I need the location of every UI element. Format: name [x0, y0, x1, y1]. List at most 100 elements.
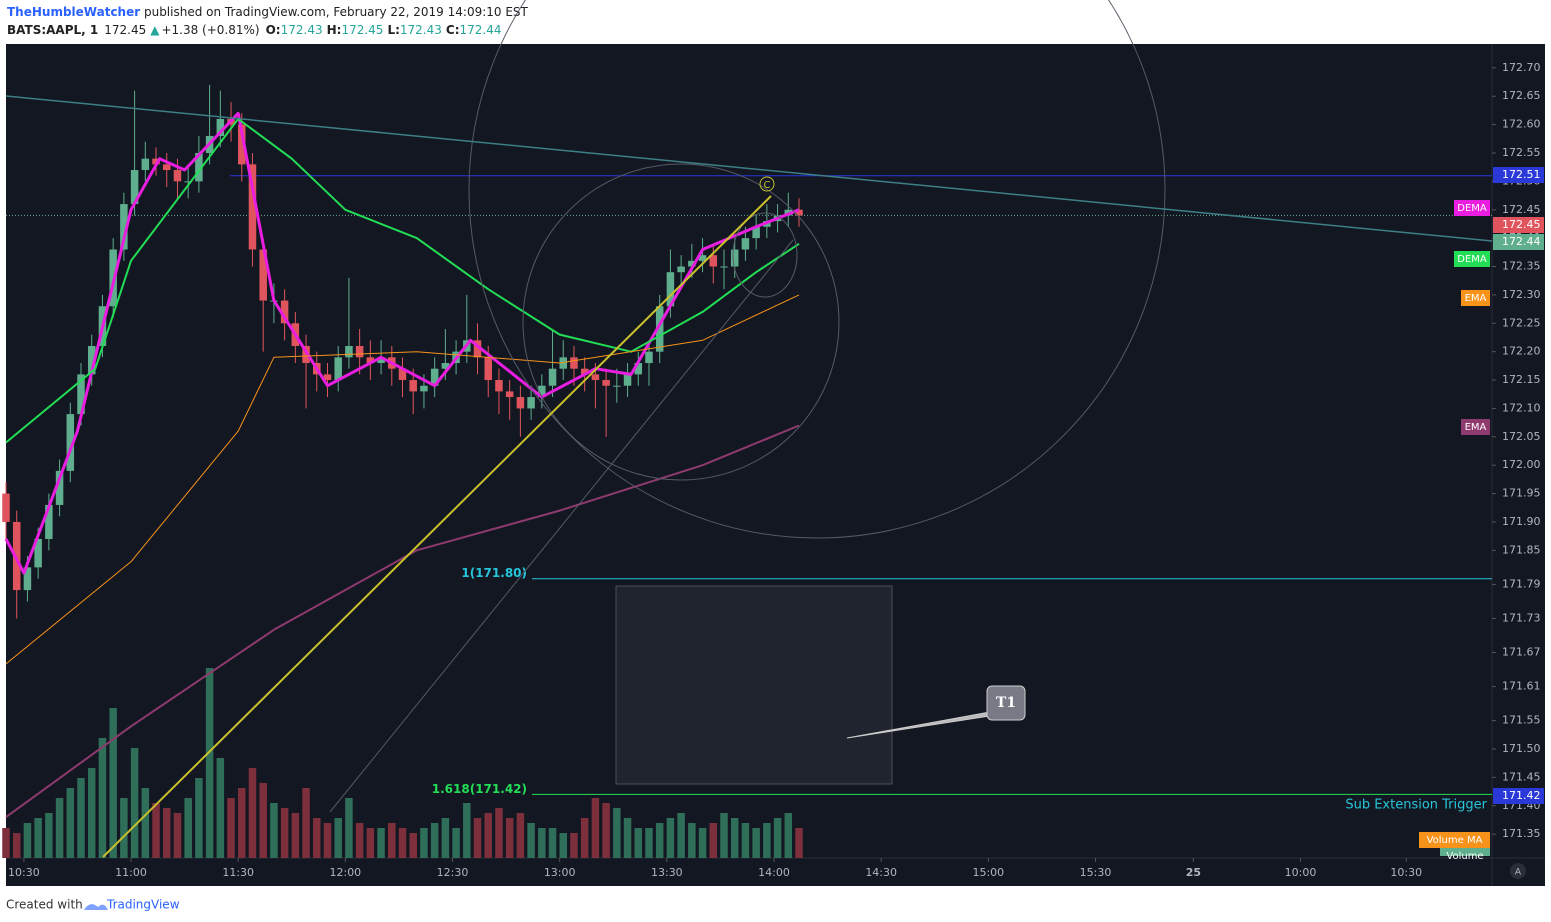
y-tick-label: 172.60 [1502, 118, 1541, 131]
trend-line [329, 239, 794, 813]
candle-body [623, 374, 632, 386]
y-tick-label: 171.55 [1502, 714, 1541, 727]
y-tick-label: 171.90 [1502, 515, 1541, 528]
symbol: BATS:AAPL, 1 [7, 23, 98, 37]
y-tick-label: 171.67 [1502, 646, 1541, 659]
footer-brand[interactable]: TradingView [106, 898, 180, 912]
close: 172.44 [460, 23, 502, 37]
price-tag [1493, 217, 1544, 233]
quote-line: BATS:AAPL, 1 172.45 ▲ +1.38 (+0.81%) O:172.4… [7, 23, 502, 37]
auto-button[interactable] [1510, 863, 1526, 879]
auto-button-label[interactable]: A [1515, 868, 1522, 878]
volume-bar [334, 818, 342, 858]
o-label: O: [266, 23, 281, 37]
wave-marker [759, 176, 775, 192]
candle-body [323, 374, 332, 381]
volume-bar [302, 788, 310, 858]
volume-bar [538, 828, 546, 858]
y-tick-label: 171.50 [1502, 742, 1541, 755]
y-tick-label: 172.45 [1502, 203, 1541, 216]
x-tick-label: 12:00 [329, 866, 361, 879]
trend-line [5, 95, 1493, 242]
volume-bar [355, 823, 364, 858]
volume-bar [77, 778, 85, 858]
candle-body [559, 357, 568, 369]
volume-bar [570, 833, 578, 858]
volume-bar [698, 828, 707, 858]
candle-body [441, 363, 450, 369]
volume-bar [505, 818, 514, 858]
candle-body [613, 385, 621, 387]
y-tick-label: 172.25 [1502, 316, 1541, 329]
volume-bar [216, 758, 225, 858]
volume-bar [398, 828, 407, 858]
y-tick-label: 172.30 [1502, 288, 1541, 301]
price-tag-label: 172.45 [1502, 218, 1541, 231]
price-tag [1493, 788, 1544, 804]
indicator-tag [1440, 848, 1490, 856]
candle-body [398, 368, 407, 381]
author[interactable]: TheHumbleWatcher [7, 5, 140, 19]
x-tick-label: 15:30 [1080, 866, 1112, 879]
open: 172.43 [281, 23, 323, 37]
volume-bar [613, 808, 621, 858]
candle-body [538, 385, 546, 398]
candle-body [516, 397, 525, 409]
published: published on TradingView.com, February 2… [140, 5, 528, 19]
x-tick-label: 10:30 [8, 866, 40, 879]
candle-body [645, 351, 653, 364]
candle-body [55, 470, 64, 505]
box [615, 585, 893, 785]
y-tick-label: 171.61 [1502, 680, 1541, 693]
y-tick-label: 171.73 [1502, 611, 1541, 624]
volume-bar [709, 823, 718, 858]
volume-bar [259, 783, 267, 858]
candle-body [2, 493, 10, 522]
candle-body [730, 249, 739, 267]
y-tick-label: 171.35 [1502, 827, 1541, 840]
candle-body [130, 170, 139, 205]
circle [522, 163, 840, 481]
volume-bar [248, 768, 257, 858]
volume-bar [730, 818, 739, 858]
indicator-tag-label: Volume MA [1427, 835, 1483, 846]
trend-line [102, 195, 772, 858]
candle-body [152, 158, 160, 165]
candle-body [741, 238, 750, 250]
volume-bar [291, 813, 300, 858]
volume-bar [345, 798, 353, 858]
candle-body [334, 357, 342, 381]
series-layer: 1(171.80) 1.618(171.42) [2, 84, 1492, 858]
price-tag [1493, 234, 1544, 250]
h-label: H: [327, 23, 342, 37]
candle-body [409, 380, 417, 392]
l-label: L: [387, 23, 399, 37]
x-tick-label: 11:30 [222, 866, 254, 879]
logo [84, 904, 108, 910]
candle-body [570, 357, 578, 369]
y-tick-label: 171.45 [1502, 770, 1541, 783]
candle-body [173, 170, 182, 182]
volume-bar [645, 828, 653, 858]
candle-body [505, 391, 514, 398]
candle-body [34, 538, 42, 568]
volume-bar [720, 813, 728, 858]
candle-body [720, 266, 728, 268]
volume-bar [463, 803, 471, 858]
candle-body [688, 260, 696, 267]
volume-bar [763, 823, 771, 858]
footer-created: Created with [6, 898, 83, 912]
indicator-tag-label: EMA [1465, 422, 1487, 433]
volume-bar [377, 828, 385, 858]
circle [468, 0, 1166, 539]
high: 172.45 [341, 23, 383, 37]
candle-body [302, 345, 310, 364]
volume-bar [152, 803, 160, 858]
volume-bar [752, 828, 760, 858]
volume-bar [120, 798, 128, 858]
indicator-tag [1461, 290, 1490, 306]
y-tick-label: 172.05 [1502, 430, 1541, 443]
trigger-label: Sub Extension Trigger [1345, 798, 1487, 813]
